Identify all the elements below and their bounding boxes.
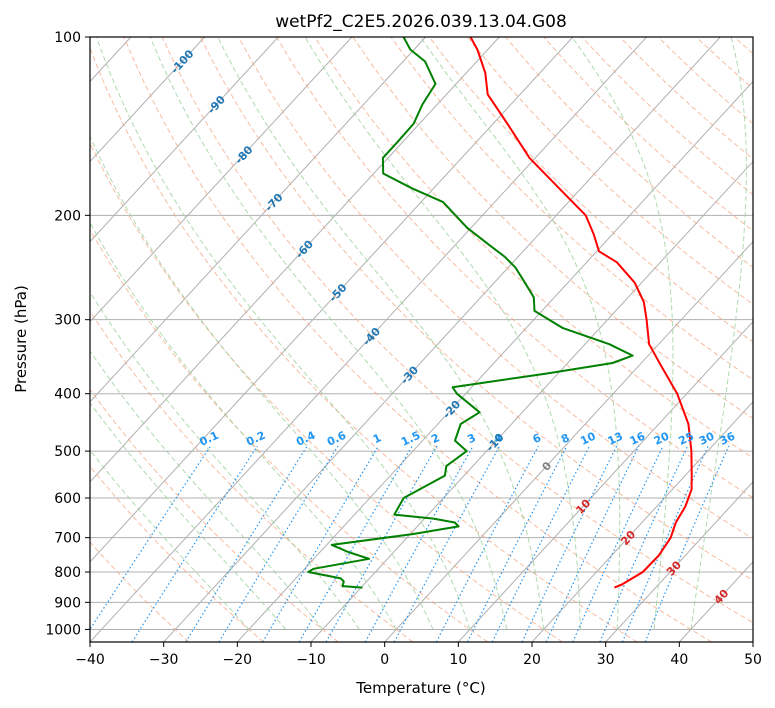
mixing-ratio-label: 30 (697, 429, 717, 447)
x-axis: −40 −30 −20 −10 0 10 20 30 40 50 (75, 642, 762, 668)
x-tick-label: −10 (296, 652, 326, 668)
moist-adiabat (90, 449, 250, 630)
moist-adiabat (90, 350, 323, 630)
y-tick-label: 500 (54, 444, 81, 460)
x-axis-label: Temperature (°C) (355, 679, 485, 697)
mixing-ratio-line (131, 445, 258, 642)
x-tick-label: 30 (597, 652, 615, 668)
mixing-ratio-label: 13 (606, 430, 625, 448)
mixing-ratio-line (90, 445, 212, 631)
dry-adiabat (390, 37, 753, 381)
mixing-ratio-label: 16 (628, 429, 648, 447)
y-tick-label: 1000 (45, 622, 81, 638)
y-tick-label: 900 (54, 595, 81, 611)
temperature-trace (469, 37, 693, 589)
moist-adiabat (90, 135, 434, 630)
isotherm-line (457, 320, 753, 642)
grid (90, 37, 753, 642)
dry-adiabat (90, 465, 264, 642)
isotherm-line (90, 37, 426, 403)
mixing-ratio-line (218, 445, 339, 642)
x-tick-label: 50 (744, 652, 762, 668)
mixing-ratio-line (521, 445, 618, 642)
mixing-ratio-line (364, 445, 474, 642)
y-tick-label: 600 (54, 491, 81, 507)
isotherm-line (90, 37, 647, 642)
mixing-ratio-label: 25 (677, 430, 696, 448)
isotherm-line (90, 37, 574, 563)
y-tick-label: 100 (54, 30, 81, 46)
dry-adiabat (123, 37, 712, 642)
moist-adiabat (90, 291, 360, 630)
mixing-ratio-line (262, 445, 380, 642)
x-tick-label: 20 (523, 652, 541, 668)
dry-adiabat (352, 37, 753, 420)
moist-adiabat (149, 37, 508, 630)
isotherm-line (90, 37, 353, 323)
moist-adiabat (571, 37, 674, 630)
isotherm-line (310, 160, 753, 642)
mixing-ratio-label: 36 (718, 429, 738, 447)
isotherm-line (90, 37, 279, 243)
isotherm-line (236, 80, 753, 642)
mixing-ratio-line (466, 445, 568, 642)
isotherm-line (90, 37, 500, 483)
dry-adiabat (466, 37, 753, 305)
x-tick-label: 40 (670, 652, 688, 668)
dry-adiabats (90, 37, 753, 642)
isotherm-line (384, 240, 753, 642)
dry-adiabat (90, 142, 563, 642)
moist-adiabat (95, 37, 471, 630)
y-tick-label: 800 (54, 565, 81, 581)
isotherm-line (90, 37, 205, 163)
x-tick-label: −20 (223, 652, 253, 668)
moist-adiabat (420, 37, 621, 630)
moist-adiabat (90, 221, 397, 630)
dry-adiabat (237, 37, 753, 540)
y-tick-label: 400 (54, 387, 81, 403)
x-tick-label: 10 (449, 652, 467, 668)
mixing-ratio-line (599, 445, 689, 642)
dry-adiabat (90, 46, 638, 642)
plot-frame (89, 36, 754, 643)
x-tick-label: 0 (380, 652, 389, 668)
y-axis: 100 200 300 400 500 600 700 800 900 1000 (45, 30, 90, 638)
isotherm-line (605, 481, 753, 642)
x-tick-label: −40 (75, 652, 105, 668)
y-tick-label: 300 (54, 313, 81, 329)
isotherm-line (163, 37, 721, 642)
x-tick-label: −30 (149, 652, 179, 668)
dry-adiabat (199, 37, 753, 581)
mixing-ratio-lines (90, 445, 730, 642)
y-axis-label: Pressure (hPa) (12, 285, 30, 393)
mixing-ratio-line (491, 445, 591, 642)
dry-adiabat (161, 37, 753, 624)
y-tick-label: 200 (54, 208, 81, 224)
mixing-ratio-line (621, 445, 709, 642)
mixing-ratio-label: 20 (652, 429, 672, 447)
dry-adiabat (276, 37, 753, 499)
chart-title: wetPf2_C2E5.2026.039.13.04.G08 (275, 12, 567, 32)
mixing-ratio-line (185, 445, 308, 642)
dry-adiabat (90, 310, 414, 642)
dewpoint-trace (307, 37, 634, 589)
mixing-ratio-line (644, 445, 730, 642)
plot-area: 0.1 0.2 0.4 0.6 1 1.5 2 3 4 6 8 10 13 16 20 25 30 36-100-… (90, 37, 753, 642)
sounding-traces (307, 37, 693, 589)
mixing-ratio-label: 10 (578, 429, 598, 447)
isotherm-line (531, 401, 753, 642)
y-tick-label: 700 (54, 531, 81, 547)
moist-adiabats (90, 37, 747, 630)
moist-adiabat (690, 37, 747, 630)
moist-adiabat (304, 37, 581, 630)
moist-adiabat (217, 37, 544, 630)
